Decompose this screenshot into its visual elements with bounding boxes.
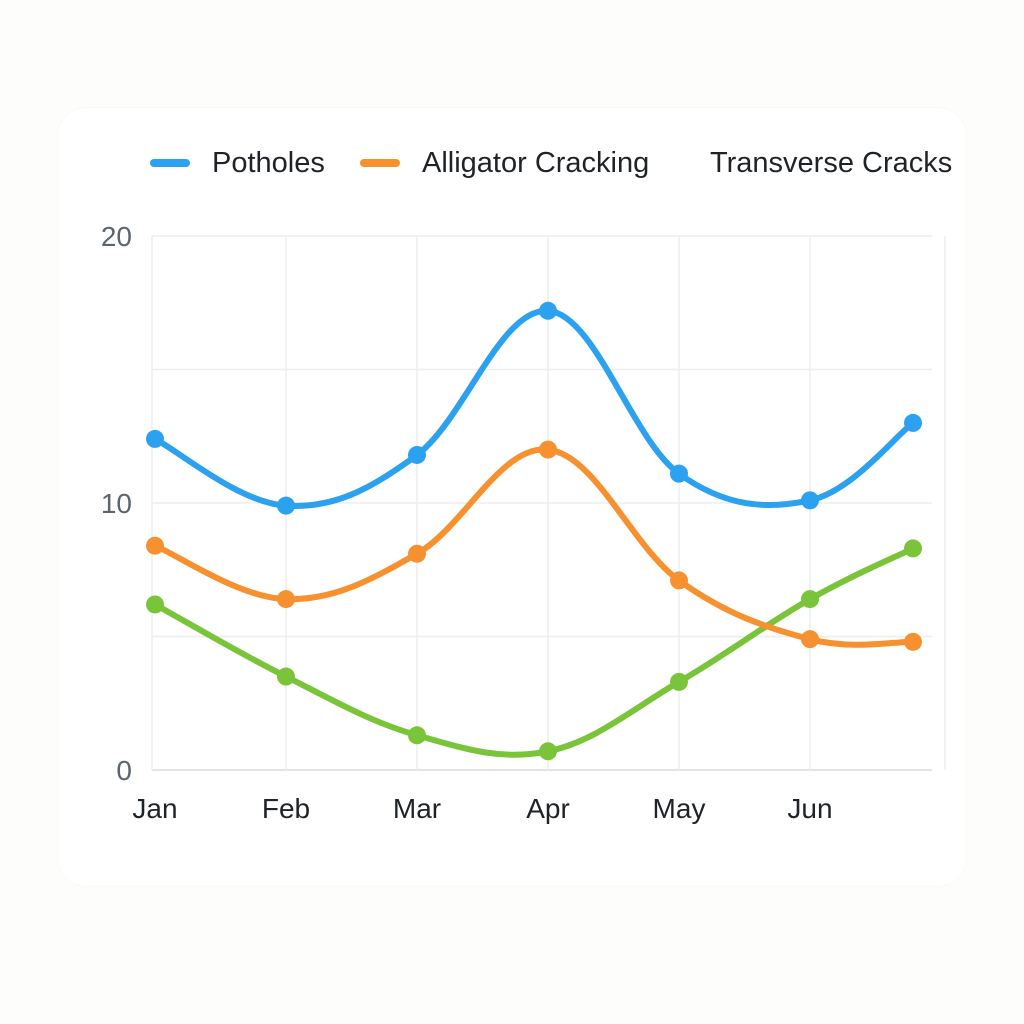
data-point-potholes-2[interactable]: [408, 445, 426, 464]
data-point-transverse-cracks-1[interactable]: [277, 667, 295, 686]
legend-label-alligator-cracking: Alligator Cracking: [422, 146, 650, 179]
y-tick-label-20: 20: [101, 221, 132, 252]
data-point-transverse-cracks-6[interactable]: [904, 539, 922, 558]
legend-label-transverse-cracks: Transverse Cracks: [710, 146, 953, 179]
x-tick-label-jan: Jan: [132, 793, 177, 824]
x-tick-label-mar: Mar: [393, 793, 441, 824]
x-tick-label-jun: Jun: [787, 793, 832, 824]
chart-grid: [151, 235, 946, 771]
x-tick-label-feb: Feb: [262, 793, 310, 824]
legend-item-transverse-cracks[interactable]: Transverse Cracks: [710, 143, 952, 183]
data-point-potholes-0[interactable]: [146, 429, 164, 448]
y-tick-label-10: 10: [101, 488, 132, 519]
data-point-alligator-cracking-0[interactable]: [146, 536, 164, 555]
data-point-transverse-cracks-2[interactable]: [408, 726, 426, 745]
x-tick-label-may: May: [653, 793, 706, 824]
data-point-potholes-5[interactable]: [801, 491, 819, 510]
legend-item-alligator-cracking[interactable]: Alligator Cracking: [360, 143, 649, 183]
data-point-potholes-3[interactable]: [539, 301, 557, 320]
data-point-potholes-6[interactable]: [904, 413, 922, 432]
data-point-potholes-4[interactable]: [670, 464, 688, 483]
data-point-transverse-cracks-5[interactable]: [801, 590, 819, 609]
data-point-transverse-cracks-0[interactable]: [146, 595, 164, 614]
y-axis-ticks: 0 10 20: [101, 221, 132, 786]
series-line-transverse-cracks: [152, 545, 916, 758]
series-lines: [152, 307, 916, 758]
series-points: [146, 301, 922, 761]
legend-item-potholes[interactable]: Potholes: [150, 143, 325, 183]
legend-label-potholes: Potholes: [212, 146, 325, 179]
series-line-alligator-cracking: [152, 446, 916, 648]
legend-swatch-potholes: [150, 159, 190, 167]
x-tick-label-apr: Apr: [526, 793, 570, 824]
series-line-potholes: [152, 307, 916, 509]
data-point-transverse-cracks-3[interactable]: [539, 742, 557, 761]
legend-swatch-alligator-cracking: [360, 159, 400, 167]
data-point-alligator-cracking-4[interactable]: [670, 571, 688, 590]
data-point-alligator-cracking-6[interactable]: [904, 632, 922, 651]
data-point-alligator-cracking-2[interactable]: [408, 544, 426, 563]
data-point-alligator-cracking-5[interactable]: [801, 630, 819, 649]
data-point-alligator-cracking-3[interactable]: [539, 440, 557, 459]
data-point-potholes-1[interactable]: [277, 496, 295, 515]
data-point-alligator-cracking-1[interactable]: [277, 590, 295, 609]
x-axis-ticks: Jan Feb Mar Apr May Jun: [132, 793, 832, 824]
y-tick-label-0: 0: [116, 755, 132, 786]
data-point-transverse-cracks-4[interactable]: [670, 672, 688, 691]
